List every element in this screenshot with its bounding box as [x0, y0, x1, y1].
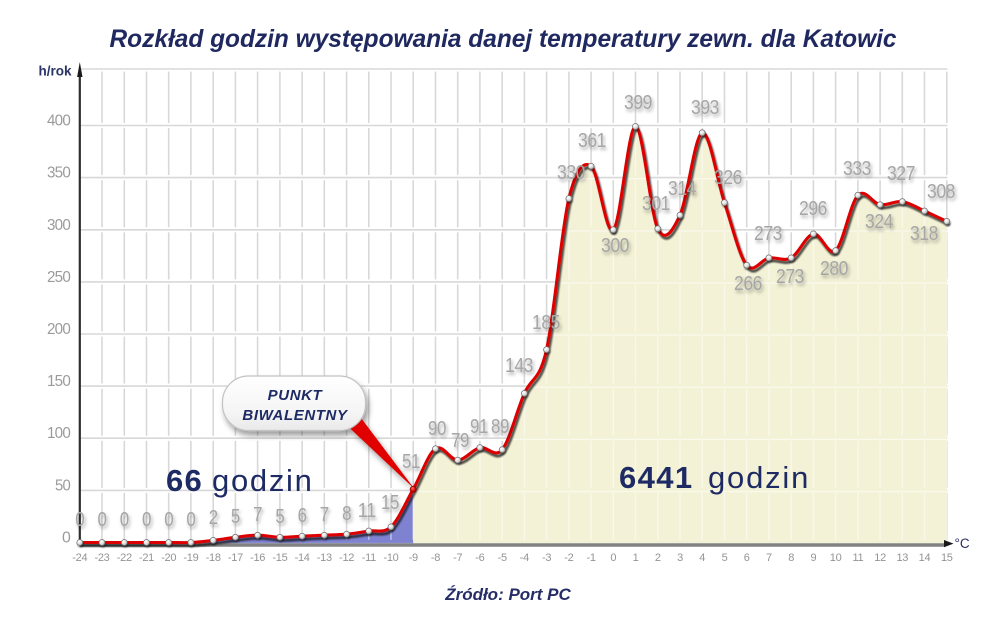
- svg-text:2: 2: [655, 552, 661, 564]
- svg-text:314: 314: [668, 177, 696, 200]
- svg-text:-10: -10: [384, 552, 399, 564]
- svg-text:-17: -17: [228, 552, 243, 564]
- svg-text:0: 0: [610, 552, 616, 564]
- svg-text:-5: -5: [498, 552, 507, 564]
- svg-text:300: 300: [47, 217, 71, 234]
- svg-text:Źródło: Port PC: Źródło: Port PC: [444, 585, 571, 604]
- svg-text:-16: -16: [250, 552, 265, 564]
- svg-text:5: 5: [722, 552, 728, 564]
- svg-text:0: 0: [98, 508, 107, 531]
- svg-text:300: 300: [601, 234, 629, 257]
- svg-text:Rozkład godzin występowania da: Rozkład godzin występowania danej temper…: [110, 25, 897, 53]
- svg-text:326: 326: [714, 166, 742, 189]
- svg-text:-4: -4: [520, 552, 529, 564]
- svg-text:296: 296: [799, 197, 827, 220]
- svg-text:324: 324: [865, 210, 893, 233]
- svg-text:7: 7: [320, 503, 329, 526]
- svg-text:12: 12: [874, 552, 886, 564]
- svg-text:301: 301: [642, 192, 670, 215]
- svg-text:89: 89: [491, 415, 509, 438]
- svg-text:200: 200: [47, 321, 71, 338]
- svg-text:280: 280: [820, 257, 848, 280]
- svg-text:399: 399: [624, 91, 652, 114]
- svg-text:330: 330: [557, 161, 585, 184]
- svg-text:-23: -23: [95, 552, 110, 564]
- svg-text:50: 50: [55, 477, 71, 494]
- svg-text:273: 273: [754, 222, 782, 245]
- svg-text:-7: -7: [453, 552, 462, 564]
- svg-text:°C: °C: [955, 536, 970, 551]
- svg-text:-21: -21: [139, 552, 154, 564]
- svg-text:4: 4: [699, 552, 705, 564]
- svg-text:0: 0: [142, 508, 151, 531]
- svg-text:393: 393: [691, 96, 719, 119]
- svg-text:185: 185: [532, 311, 560, 334]
- svg-text:godzin: godzin: [708, 460, 810, 495]
- svg-text:400: 400: [47, 113, 71, 130]
- svg-text:10: 10: [830, 552, 842, 564]
- svg-text:6: 6: [744, 552, 750, 564]
- svg-text:5: 5: [275, 505, 284, 528]
- svg-text:11: 11: [358, 499, 376, 522]
- svg-text:15: 15: [941, 552, 953, 564]
- svg-text:-9: -9: [409, 552, 418, 564]
- svg-text:327: 327: [887, 162, 915, 185]
- svg-text:7: 7: [766, 552, 772, 564]
- svg-text:350: 350: [47, 165, 71, 182]
- svg-text:150: 150: [47, 373, 71, 390]
- svg-text:-1: -1: [587, 552, 596, 564]
- svg-text:-6: -6: [475, 552, 484, 564]
- svg-text:9: 9: [810, 552, 816, 564]
- svg-text:-15: -15: [272, 552, 287, 564]
- svg-text:273: 273: [776, 265, 804, 288]
- svg-text:91: 91: [470, 415, 488, 438]
- svg-text:-11: -11: [362, 552, 376, 564]
- svg-text:0: 0: [62, 530, 71, 547]
- svg-text:13: 13: [896, 552, 908, 564]
- svg-text:-12: -12: [339, 552, 354, 564]
- svg-text:7: 7: [253, 503, 262, 526]
- svg-text:1: 1: [633, 552, 639, 564]
- svg-text:318: 318: [910, 222, 938, 245]
- svg-text:0: 0: [186, 508, 195, 531]
- svg-text:8: 8: [788, 552, 794, 564]
- svg-text:51: 51: [402, 450, 420, 473]
- svg-text:-19: -19: [183, 552, 198, 564]
- svg-text:godzin: godzin: [212, 463, 314, 498]
- svg-text:250: 250: [47, 269, 71, 286]
- svg-text:333: 333: [843, 157, 871, 180]
- svg-text:0: 0: [75, 508, 84, 531]
- svg-text:-8: -8: [431, 552, 440, 564]
- svg-text:11: 11: [852, 552, 863, 564]
- svg-text:90: 90: [428, 417, 446, 440]
- svg-text:8: 8: [342, 502, 351, 525]
- svg-text:0: 0: [120, 508, 129, 531]
- svg-text:-22: -22: [117, 552, 132, 564]
- svg-text:h/rok: h/rok: [39, 64, 72, 79]
- svg-text:15: 15: [381, 491, 399, 514]
- svg-text:361: 361: [578, 129, 606, 152]
- svg-text:BIWALENTNY: BIWALENTNY: [242, 407, 349, 424]
- svg-text:308: 308: [927, 180, 955, 203]
- svg-text:-3: -3: [542, 552, 551, 564]
- svg-text:-20: -20: [161, 552, 176, 564]
- svg-text:2: 2: [209, 506, 218, 529]
- svg-text:6441: 6441: [619, 460, 694, 495]
- svg-text:66: 66: [166, 463, 203, 498]
- svg-text:266: 266: [734, 272, 762, 295]
- svg-text:0: 0: [164, 508, 173, 531]
- svg-text:-24: -24: [72, 552, 87, 564]
- svg-text:143: 143: [505, 354, 533, 377]
- svg-text:-18: -18: [206, 552, 221, 564]
- svg-text:3: 3: [677, 552, 683, 564]
- svg-text:-2: -2: [564, 552, 573, 564]
- svg-text:-14: -14: [295, 552, 310, 564]
- svg-text:79: 79: [451, 429, 469, 452]
- svg-text:5: 5: [231, 505, 240, 528]
- svg-text:6: 6: [298, 504, 307, 527]
- svg-text:PUNKT: PUNKT: [268, 387, 324, 404]
- svg-text:-13: -13: [317, 552, 332, 564]
- svg-text:14: 14: [919, 552, 931, 564]
- svg-text:100: 100: [47, 425, 71, 442]
